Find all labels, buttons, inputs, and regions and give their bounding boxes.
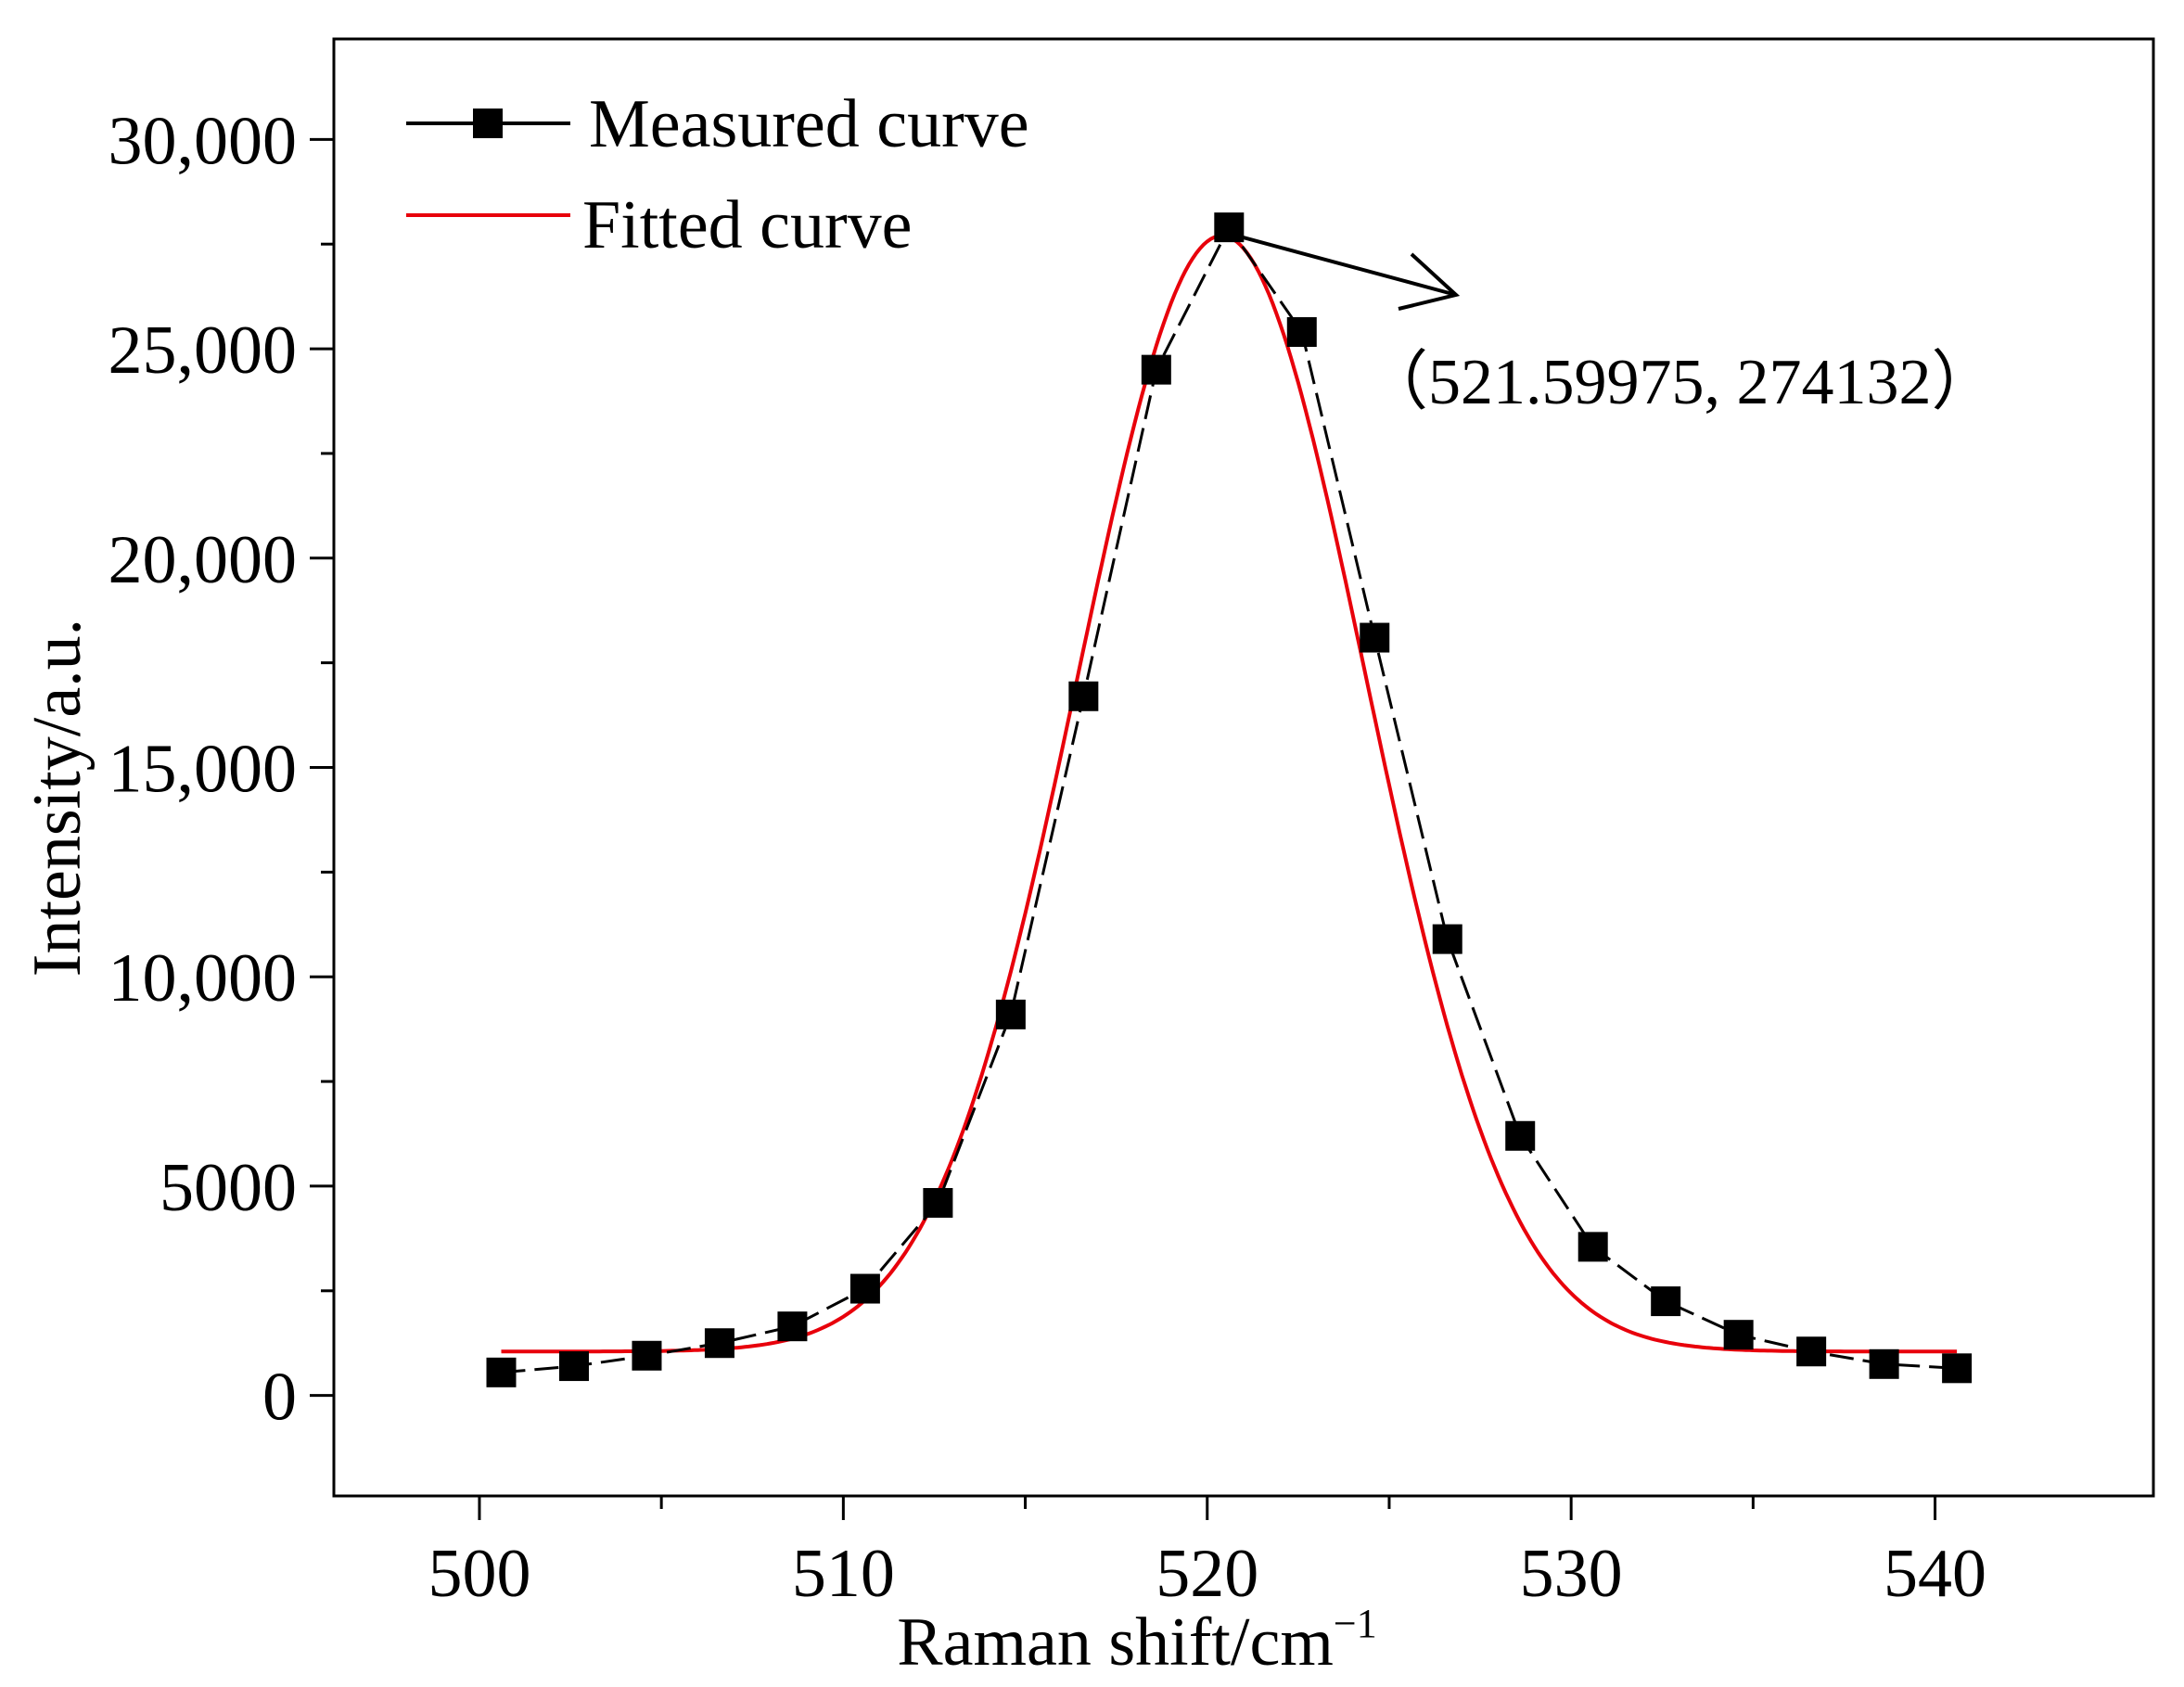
measured-point xyxy=(1286,317,1317,348)
measured-series xyxy=(486,212,1973,1387)
y-tick-label: 25,000 xyxy=(109,313,298,389)
measured-point xyxy=(1942,1353,1973,1384)
x-axis-title: Raman shift/cm−1 xyxy=(897,1601,1376,1681)
annotation: （521.59975, 274132） xyxy=(1228,231,1997,418)
x-tick-label: 530 xyxy=(1520,1536,1623,1612)
measured-point xyxy=(1068,681,1099,711)
measured-point xyxy=(777,1311,808,1342)
measured-point xyxy=(1360,622,1390,653)
y-tick-label: 20,000 xyxy=(109,522,298,598)
measured-point xyxy=(704,1328,734,1359)
measured-point xyxy=(1796,1336,1827,1367)
measured-point xyxy=(558,1351,589,1382)
measured-point xyxy=(1432,924,1462,954)
measured-point xyxy=(1141,354,1171,385)
measured-point xyxy=(995,999,1026,1029)
measured-point xyxy=(1869,1348,1899,1379)
measured-point xyxy=(632,1340,662,1371)
y-tick-label: 0 xyxy=(262,1360,297,1436)
measured-point xyxy=(1651,1286,1681,1317)
measured-point xyxy=(1505,1120,1536,1151)
legend-measured-marker xyxy=(473,109,503,138)
y-tick-label: 5000 xyxy=(160,1150,297,1226)
measured-point xyxy=(1723,1320,1754,1350)
measured-point xyxy=(486,1357,517,1387)
plot-frame xyxy=(332,37,2155,1498)
x-tick-label: 500 xyxy=(428,1536,530,1612)
legend-fitted-label: Fitted curve xyxy=(582,187,913,263)
measured-point xyxy=(1577,1232,1608,1262)
annotation-arrow-head xyxy=(1398,252,1461,311)
y-tick-label: 10,000 xyxy=(109,940,298,1016)
x-tick-label: 540 xyxy=(1884,1536,1986,1612)
legend: Measured curve Fitted curve xyxy=(406,86,1029,263)
axis-ticks: 500 510 520 530 540 0 5000 10,000 15,000 20,000 25… xyxy=(109,103,1987,1612)
measured-point xyxy=(849,1273,880,1304)
x-tick-label: 520 xyxy=(1156,1536,1258,1612)
measured-point xyxy=(923,1187,953,1218)
y-axis-title: Intensity/a.u. xyxy=(19,619,96,977)
y-tick-label: 30,000 xyxy=(109,103,298,179)
legend-measured-label: Measured curve xyxy=(589,86,1029,162)
annotation-arrow-shaft xyxy=(1228,231,1457,297)
x-tick-label: 510 xyxy=(792,1536,895,1612)
y-tick-label: 15,000 xyxy=(109,732,298,808)
annotation-label: （521.59975, 274132） xyxy=(1363,347,1997,418)
